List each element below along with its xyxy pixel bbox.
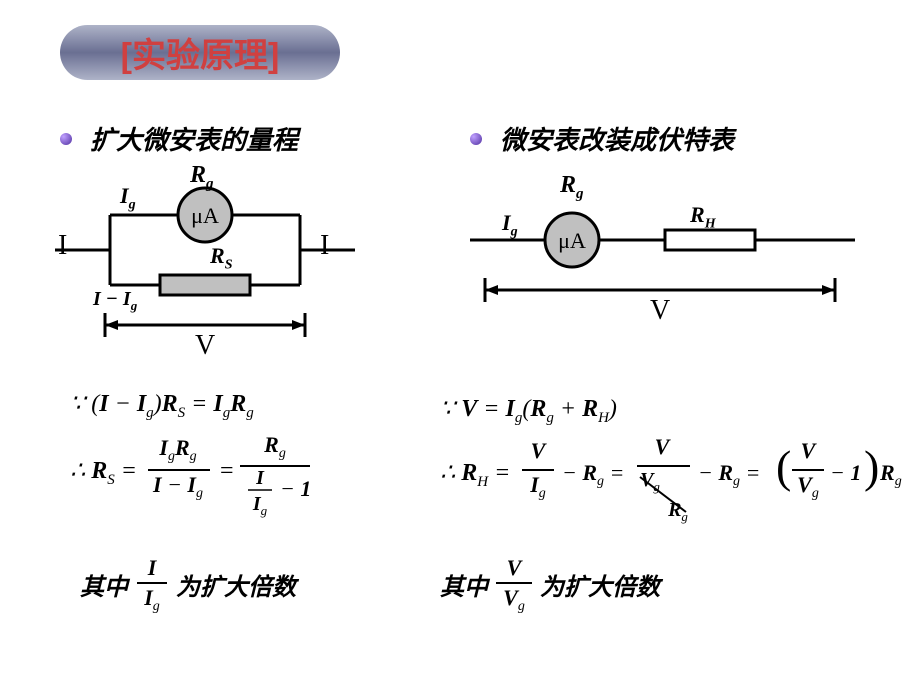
svg-text:∴ RH =: ∴ RH = [440,460,510,490]
svg-text:I: I [147,555,158,580]
left-formula-2: ∴ RS = IgRg I − Ig = Rg I Ig − 1 [70,430,370,525]
svg-text:Vg: Vg [503,585,525,613]
svg-text:− 1: − 1 [830,460,861,485]
svg-text:Ig: Ig [252,493,268,518]
left-circuit: μA Rg Ig RS I − Ig I I V [50,165,370,370]
svg-text:− 1: − 1 [280,476,311,501]
label-I-left: I [58,230,67,262]
right-circuit: μA Rg Ig RH V [460,170,870,345]
svg-text:− Rg =: − Rg = [698,460,760,489]
svg-text:Rg: Rg [263,432,286,461]
right-formula-1: ∵ V = Ig(Rg + RH) [440,390,740,435]
left-footer-pre: 其中 [80,567,128,602]
left-formula-1: ∵ (I − Ig)RS = IgRg [70,385,350,430]
svg-text:Ig: Ig [143,585,160,613]
right-heading: 微安表改装成伏特表 [500,120,734,157]
right-footer-pre: 其中 [440,567,488,602]
label-RH: RH [690,202,716,232]
svg-text:μA: μA [191,203,219,228]
svg-text:IgRg: IgRg [158,435,196,464]
label-Ig-r: Ig [502,210,518,240]
label-IminusIg: I − Ig [93,288,137,314]
svg-text:Rg: Rg [879,460,902,489]
svg-text:∵ (I − Ig)RS = IgRg: ∵ (I − Ig)RS = IgRg [70,391,254,421]
left-footer-txt: 为扩大倍数 [176,567,296,602]
svg-text:V: V [801,438,818,463]
label-Rg-r: Rg [560,172,584,203]
right-footer: 其中 V Vg 为扩大倍数 [440,555,660,613]
svg-text:): ) [864,441,879,492]
svg-text:− Rg =: − Rg = [562,460,624,489]
svg-text:=: = [220,458,234,484]
right-heading-row: 微安表改装成伏特表 [470,120,734,157]
svg-text:I − Ig: I − Ig [152,472,203,501]
left-heading: 扩大微安表的量程 [90,120,298,157]
svg-text:∴ RS =: ∴ RS = [70,458,137,488]
svg-text:∵ V = Ig(Rg + RH): ∵ V = Ig(Rg + RH) [440,396,617,426]
label-V-r: V [650,295,670,327]
bullet-icon [470,133,482,145]
title-text: [实验原理] [121,28,280,77]
svg-text:(: ( [776,441,791,492]
svg-text:μA: μA [558,228,586,253]
title-pill: [实验原理] [60,25,340,80]
label-Rg: Rg [190,162,214,193]
svg-text:I: I [255,467,265,489]
right-formula-2: ∴ RH = V Ig − Rg = V Vg Rg − Rg = ( V Vg… [440,430,910,535]
left-heading-row: 扩大微安表的量程 [60,120,298,157]
svg-text:V: V [655,434,672,459]
bullet-icon [60,133,72,145]
label-V: V [195,330,215,362]
label-Ig: Ig [120,183,136,213]
svg-text:Ig: Ig [529,472,546,501]
svg-text:Rg: Rg [667,499,688,524]
label-Rs: RS [210,243,232,273]
svg-text:Vg: Vg [797,472,819,501]
right-footer-txt: 为扩大倍数 [540,567,660,602]
label-I-right: I [320,230,329,262]
left-footer: 其中 I Ig 为扩大倍数 [80,555,296,613]
svg-text:V: V [507,555,524,580]
svg-text:V: V [531,438,548,463]
